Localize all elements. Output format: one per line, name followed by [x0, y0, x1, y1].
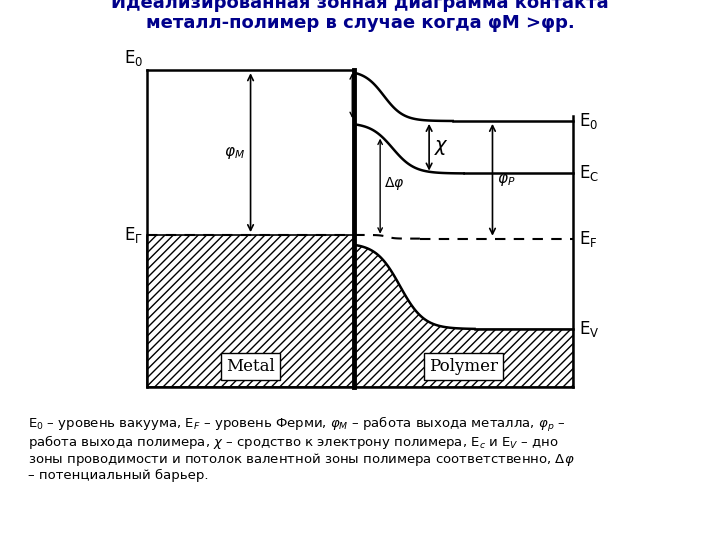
Text: работа выхода полимера, $\chi$ – сродство к электрону полимера, E$_c$ и E$_V$ – : работа выхода полимера, $\chi$ – сродств…: [28, 433, 559, 450]
Text: $\mathsf{E_F}$: $\mathsf{E_F}$: [579, 228, 598, 248]
Text: зоны проводимости и потолок валентной зоны полимера соответственно, $\Delta\varp: зоны проводимости и потолок валентной зо…: [28, 450, 575, 468]
Text: $\mathsf{E_0}$: $\mathsf{E_0}$: [579, 111, 598, 131]
Text: $\chi$: $\chi$: [434, 138, 449, 157]
Text: $\mathsf{E_\Gamma}$: $\mathsf{E_\Gamma}$: [124, 225, 143, 245]
Text: Идеализированная зонная диаграмма контакта: Идеализированная зонная диаграмма контак…: [111, 0, 609, 12]
Text: $\Delta\varphi$: $\Delta\varphi$: [384, 174, 405, 192]
Text: Polymer: Polymer: [429, 358, 498, 375]
Text: $\mathsf{E_0}$: $\mathsf{E_0}$: [124, 49, 143, 69]
Text: металл-полимер в случае когда φМ >φр.: металл-полимер в случае когда φМ >φр.: [145, 14, 575, 32]
Bar: [147, 235, 354, 387]
Text: E$_0$ – уровень вакуума, E$_F$ – уровень Ферми, $\varphi_М$ – работа выхода мета: E$_0$ – уровень вакуума, E$_F$ – уровень…: [28, 415, 565, 434]
Text: $\mathsf{E_V}$: $\mathsf{E_V}$: [579, 319, 600, 339]
Text: $\varphi_M$: $\varphi_M$: [224, 145, 245, 161]
Polygon shape: [354, 245, 573, 387]
Text: Metal: Metal: [226, 358, 275, 375]
Text: $\varphi_P$: $\varphi_P$: [498, 172, 516, 188]
Text: – потенциальный барьер.: – потенциальный барьер.: [28, 469, 209, 482]
Text: $\mathsf{E_C}$: $\mathsf{E_C}$: [579, 164, 599, 184]
